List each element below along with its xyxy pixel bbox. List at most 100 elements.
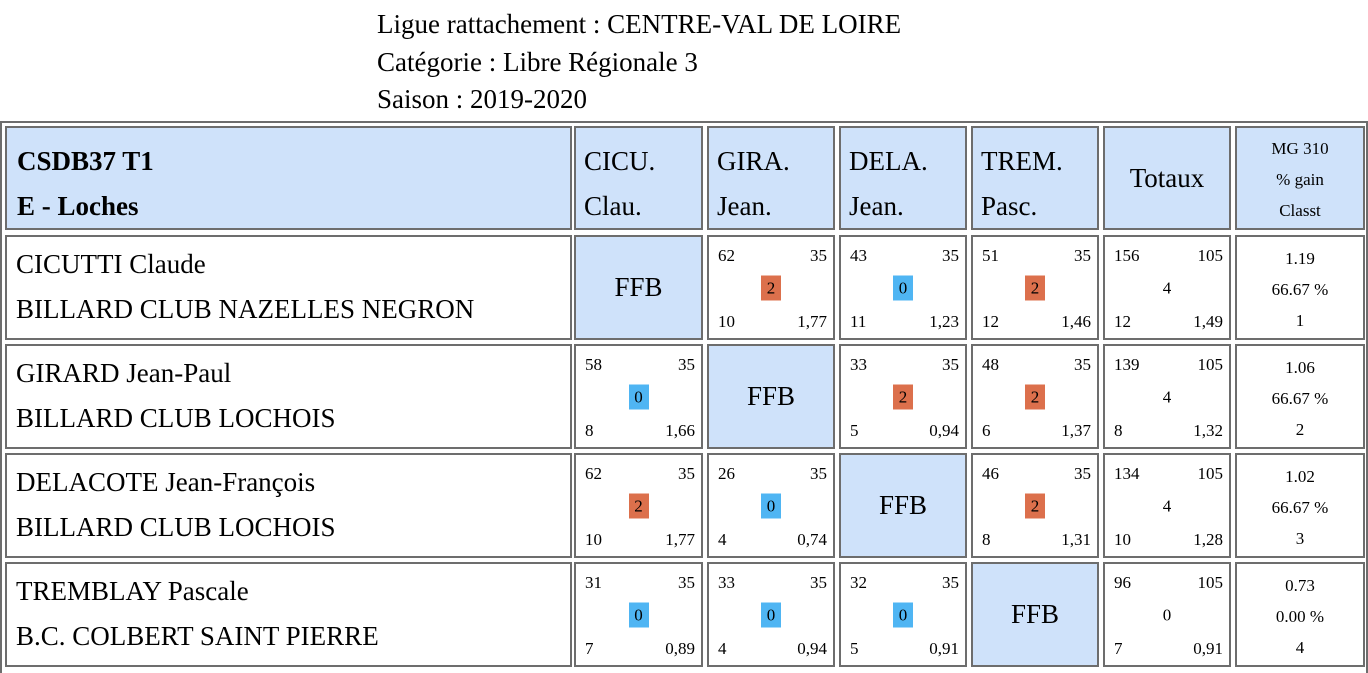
match-distance: 35 <box>1074 355 1091 374</box>
self-cell: FFB <box>574 235 703 340</box>
opponent-header-name: GIRA. <box>717 146 790 176</box>
stats-cell: 1.06 66.67 % 2 <box>1235 344 1365 449</box>
match-average: 0,89 <box>665 639 695 658</box>
league-line: Ligue rattachement : CENTRE-VAL DE LOIRE <box>377 9 902 39</box>
match-points-scored: 33 <box>850 355 867 374</box>
match-result-cell: 58 35 0 8 1,66 <box>574 344 703 449</box>
opponent-header: DELA. Jean. <box>839 126 967 230</box>
ranking: 2 <box>1295 420 1305 439</box>
match-result-cell: 51 35 2 12 1,46 <box>971 235 1099 340</box>
team-header: CSDB37 T1 E - Loches <box>5 126 572 230</box>
match-points-badge: 2 <box>1025 275 1045 300</box>
match-innings: 4 <box>718 530 727 549</box>
player-cell: DELACOTE Jean-François BILLARD CLUB LOCHO… <box>5 453 572 558</box>
match-average: 1,77 <box>665 530 695 549</box>
gain-percentage: 66.67 % <box>1271 280 1329 299</box>
gain-percentage: 66.67 % <box>1271 498 1329 517</box>
match-result-cell: 48 35 2 6 1,37 <box>971 344 1099 449</box>
self-cell: FFB <box>707 344 835 449</box>
match-points-badge: 2 <box>893 384 913 409</box>
opponent-header: GIRA. Jean. <box>707 126 835 230</box>
match-average: 1,46 <box>1061 312 1091 331</box>
mg-header: MG 310 % gain Classt <box>1235 126 1365 230</box>
match-distance: 35 <box>678 573 695 592</box>
match-innings: 6 <box>982 421 991 440</box>
total-average: 1,32 <box>1193 421 1223 440</box>
page-header: Ligue rattachement : CENTRE-VAL DE LOIRE… <box>377 6 901 119</box>
match-average: 0,74 <box>797 530 827 549</box>
match-distance: 35 <box>678 464 695 483</box>
totals-cell: 96 105 0 7 0,91 <box>1103 562 1231 667</box>
results-table: CSDB37 T1 E - Loches CICU. Clau. GIRA. Jean. D… <box>0 121 1368 673</box>
match-points-scored: 32 <box>850 573 867 592</box>
total-average: 1,28 <box>1193 530 1223 549</box>
match-average: 1,23 <box>929 312 959 331</box>
total-match-points: 4 <box>1162 387 1172 406</box>
ranking: 1 <box>1295 311 1305 330</box>
match-distance: 35 <box>810 464 827 483</box>
match-average: 1,37 <box>1061 421 1091 440</box>
total-average: 1,49 <box>1193 312 1223 331</box>
totals-header-label: Totaux <box>1129 162 1205 193</box>
match-points-scored: 62 <box>718 246 735 265</box>
gain-percentage: 66.67 % <box>1271 389 1329 408</box>
total-points: 139 <box>1114 355 1140 374</box>
match-distance: 35 <box>810 246 827 265</box>
match-innings: 10 <box>585 530 602 549</box>
player-name: GIRARD Jean-Paul <box>16 358 232 388</box>
match-innings: 8 <box>982 530 991 549</box>
total-distance: 105 <box>1197 246 1224 265</box>
match-distance: 35 <box>678 355 695 374</box>
total-distance: 105 <box>1197 464 1224 483</box>
match-innings: 12 <box>982 312 999 331</box>
match-innings: 5 <box>850 639 859 658</box>
general-average: 1.06 <box>1285 358 1315 377</box>
total-match-points: 0 <box>1162 605 1172 624</box>
ranking: 4 <box>1295 638 1305 657</box>
total-innings: 7 <box>1114 639 1123 658</box>
total-points: 134 <box>1114 464 1140 483</box>
opponent-header: CICU. Clau. <box>574 126 703 230</box>
mg-header-label: MG 310 <box>1271 139 1329 158</box>
match-distance: 35 <box>810 573 827 592</box>
match-points-badge: 2 <box>1025 384 1045 409</box>
total-innings: 10 <box>1114 530 1131 549</box>
player-name: TREMBLAY Pascale <box>16 576 249 606</box>
match-distance: 35 <box>942 246 959 265</box>
match-distance: 35 <box>1074 464 1091 483</box>
match-distance: 35 <box>942 355 959 374</box>
match-average: 1,66 <box>665 421 695 440</box>
match-average: 0,94 <box>797 639 827 658</box>
ranking: 3 <box>1295 529 1305 548</box>
match-result-cell: 46 35 2 8 1,31 <box>971 453 1099 558</box>
match-average: 0,91 <box>929 639 959 658</box>
match-innings: 5 <box>850 421 859 440</box>
stats-cell: 0.73 0.00 % 4 <box>1235 562 1365 667</box>
self-label: FFB <box>878 490 928 520</box>
total-innings: 12 <box>1114 312 1131 331</box>
totals-header: Totaux <box>1103 126 1231 230</box>
general-average: 0.73 <box>1285 576 1315 595</box>
rank-header-label: Classt <box>1279 201 1321 220</box>
match-points-scored: 33 <box>718 573 735 592</box>
team-location: E - Loches <box>17 191 139 221</box>
player-cell: GIRARD Jean-Paul BILLARD CLUB LOCHOIS <box>5 344 572 449</box>
match-points-scored: 58 <box>585 355 602 374</box>
opponent-header-first: Pasc. <box>981 191 1038 221</box>
totals-cell: 156 105 4 12 1,49 <box>1103 235 1231 340</box>
match-result-cell: 33 35 0 4 0,94 <box>707 562 835 667</box>
self-cell: FFB <box>971 562 1099 667</box>
match-distance: 35 <box>1074 246 1091 265</box>
gain-percentage: 0.00 % <box>1275 607 1325 626</box>
match-points-scored: 51 <box>982 246 999 265</box>
stats-cell: 1.02 66.67 % 3 <box>1235 453 1365 558</box>
opponent-header-first: Jean. <box>717 191 772 221</box>
total-average: 0,91 <box>1193 639 1223 658</box>
totals-cell: 139 105 4 8 1,32 <box>1103 344 1231 449</box>
match-result-cell: 62 35 2 10 1,77 <box>574 453 703 558</box>
total-points: 96 <box>1114 573 1131 592</box>
player-club: B.C. COLBERT SAINT PIERRE <box>16 621 379 651</box>
match-distance: 35 <box>942 573 959 592</box>
gain-header-label: % gain <box>1276 170 1324 189</box>
self-label: FFB <box>614 272 663 302</box>
